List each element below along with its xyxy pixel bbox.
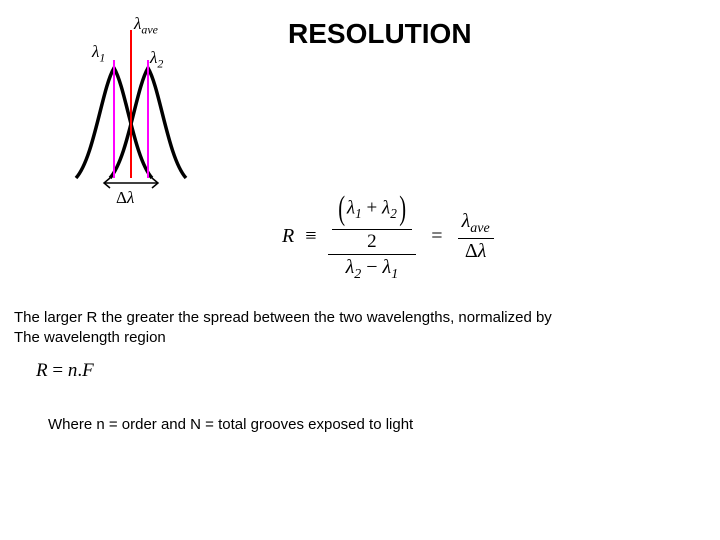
explanation-line-2: The wavelength region bbox=[14, 328, 552, 348]
explanation-text-2: Where n = order and N = total grooves ex… bbox=[48, 416, 413, 433]
lambda1-label: λ1 bbox=[92, 42, 105, 65]
resolution-formula: R ≡ (λ1 + λ2) 2 λ2 − λ1 = λave Δλ bbox=[282, 190, 494, 283]
lambda2-label: λ2 bbox=[150, 48, 163, 71]
lambda-ave-label: λave bbox=[134, 14, 158, 37]
r-equals-nf-formula: R = n.F bbox=[36, 360, 94, 382]
explanation-text-1: The larger R the greater the spread betw… bbox=[14, 308, 552, 349]
page-title: RESOLUTION bbox=[288, 18, 472, 50]
delta-lambda-label: Δλ bbox=[116, 188, 134, 208]
explanation-line-1: The larger R the greater the spread betw… bbox=[14, 308, 552, 328]
